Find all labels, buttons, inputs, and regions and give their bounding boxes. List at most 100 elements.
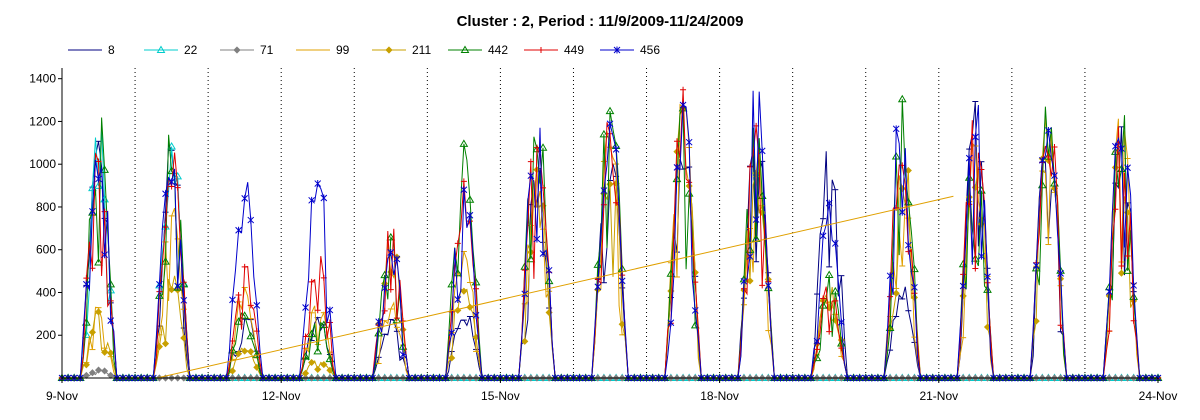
data-point-442 [307,329,317,338]
data-point-456 [95,175,102,183]
data-point-449 [460,178,467,185]
data-point-449 [692,279,699,286]
data-point-449 [95,158,102,165]
data-point-456 [819,232,827,240]
data-point-442 [228,345,237,354]
data-point-449 [1124,252,1131,259]
data-point-449 [393,315,400,322]
data-point-456 [911,283,918,291]
series-line-22 [62,128,1158,379]
data-point-456 [241,194,249,202]
data-point-456 [1130,281,1137,289]
data-point-211 [1117,269,1126,277]
data-point-449 [1112,206,1119,213]
y-tick-label: 600 [36,243,56,257]
data-point-71 [94,366,103,374]
data-point-442 [684,189,694,197]
data-point-211 [308,358,316,367]
data-point-211 [314,365,322,373]
data-point-442 [319,320,329,328]
data-point-449 [600,201,607,208]
legend-label: 211 [412,43,431,57]
x-tick-label: 9-Nov [46,389,78,403]
data-point-449 [887,293,894,300]
data-point-456 [466,211,474,219]
y-tick-label: 1200 [29,114,56,128]
data-point-456 [898,208,906,216]
data-point-442 [161,257,170,265]
data-point-456 [965,154,973,162]
series-456 [58,90,1162,382]
data-point-456 [886,272,894,280]
data-point-442 [240,311,250,319]
data-point-442 [538,143,548,151]
data-point-442 [830,286,840,295]
data-point-211 [385,46,393,54]
data-point-456 [399,351,407,359]
data-point-456 [594,283,602,291]
data-point-456 [393,255,401,263]
data-point-449 [673,138,680,145]
data-point-456 [448,329,456,337]
data-point-211 [892,289,900,297]
data-point-449 [820,295,827,302]
data-point-449 [826,328,833,335]
data-point-442 [526,254,536,263]
data-point-456 [527,172,535,180]
data-point-449 [905,248,912,255]
data-point-449 [473,285,480,292]
data-point-456 [320,194,328,202]
data-point-456 [460,186,468,194]
data-point-442 [386,232,396,241]
data-point-456 [831,239,839,247]
data-point-211 [521,337,529,345]
data-point-456 [533,235,541,243]
data-point-442 [818,301,828,309]
data-point-456 [685,138,693,146]
data-point-449 [247,302,254,309]
data-point-211 [94,308,103,316]
y-tick-label: 200 [36,328,56,342]
data-point-456 [308,196,315,204]
data-point-211 [746,277,754,285]
series-line-99 [62,103,1158,379]
data-point-456 [168,178,175,186]
data-point-456 [613,46,621,54]
data-point-211 [448,354,456,362]
data-point-71 [101,367,109,375]
data-point-442 [1123,266,1132,274]
data-point-456 [387,248,395,256]
data-point-456 [454,295,462,303]
data-point-449 [1118,262,1125,269]
data-point-456 [472,311,480,319]
data-point-442 [460,45,470,53]
data-point-449 [326,319,333,326]
data-point-449 [613,199,620,206]
data-point-456 [892,125,900,133]
data-point-456 [1051,172,1058,180]
data-point-456 [813,337,821,345]
data-point-456 [764,282,772,290]
data-point-456 [1057,269,1064,277]
data-point-456 [984,273,991,281]
data-point-211 [320,361,328,369]
series-line-442 [62,99,1158,379]
data-point-449 [235,292,242,299]
data-point-211 [301,369,310,377]
data-point-456 [673,163,681,171]
y-tick-label: 400 [36,285,56,299]
data-point-456 [618,277,626,285]
legend-item-442: 442 [448,43,508,57]
data-point-449 [308,278,315,285]
data-point-456 [235,226,242,234]
data-point-449 [314,307,321,314]
data-point-442 [599,129,609,138]
data-point-456 [758,147,766,155]
x-tick-label: 15-Nov [481,389,520,403]
data-point-22 [173,171,183,180]
data-point-449 [686,179,693,186]
data-point-456 [978,252,985,260]
x-tick-label: 24-Nov [1139,389,1178,403]
data-point-456 [381,284,389,292]
data-point-449 [1106,328,1113,335]
